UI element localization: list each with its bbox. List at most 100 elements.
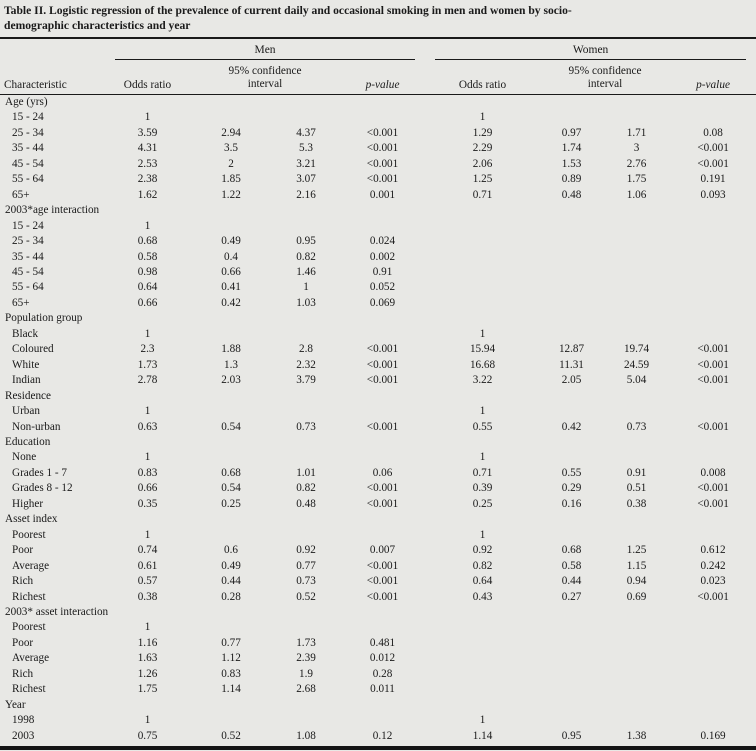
- women-ci-low: 0.16: [561, 497, 582, 510]
- women-odds-ratio: 3.22: [472, 374, 493, 387]
- data-row: Non-urban 0.63 0.54 0.73 <0.001 0.55 0.42 0.73 <…: [0, 420, 756, 435]
- men-p-value: <0.001: [366, 575, 399, 588]
- women-p-value: 0.191: [700, 173, 726, 186]
- section-label: 2003* asset interaction: [5, 605, 109, 618]
- data-row: Urban 1 1: [0, 404, 756, 419]
- data-row: 35 - 44 4.31 3.5 5.3 <0.001 2.29 1.74 3 <0.001: [0, 141, 756, 156]
- col-header-confidence-interval-women: 95% confidence interval: [540, 60, 671, 95]
- women-p-value: [670, 110, 756, 125]
- data-row: 35 - 44 0.58 0.4 0.82 0.002: [0, 250, 756, 265]
- men-ci-high: 1.03: [296, 296, 316, 309]
- men-ci-high: [272, 620, 340, 635]
- men-odds-ratio: 3.59: [137, 126, 158, 139]
- men-p-value: <0.001: [366, 482, 399, 495]
- women-p-value: <0.001: [697, 374, 729, 387]
- women-odds-ratio: 16.68: [469, 358, 496, 371]
- data-row: Poorest 1: [0, 620, 756, 635]
- data-row: Average 1.63 1.12 2.39 0.012: [0, 651, 756, 666]
- section-header-row: Asset index: [0, 512, 756, 527]
- data-row: White 1.73 1.3 2.32 <0.001 16.68 11.31 24.59 <0.…: [0, 358, 756, 373]
- men-ci-low: 1.85: [221, 173, 241, 186]
- row-label: Poorest: [12, 621, 46, 634]
- women-odds-ratio: 0.39: [472, 482, 493, 495]
- men-ci-high: 3.79: [296, 374, 316, 387]
- men-odds-ratio: 1.75: [137, 683, 158, 696]
- men-ci-low: 0.52: [221, 729, 241, 742]
- group-header-men-cell: Men: [105, 39, 425, 60]
- women-odds-ratio: [425, 667, 540, 682]
- men-ci-low: 0.44: [221, 575, 241, 588]
- row-label: Rich: [12, 575, 34, 588]
- men-ci-low: [190, 404, 272, 419]
- men-odds-ratio: 0.66: [137, 296, 158, 309]
- women-odds-ratio: [425, 219, 540, 234]
- women-p-value: [670, 296, 756, 311]
- men-ci-high: 4.37: [296, 126, 316, 139]
- group-header-spacer: [0, 39, 105, 60]
- women-ci-low: 0.97: [561, 126, 582, 139]
- women-odds-ratio: [425, 265, 540, 280]
- men-odds-ratio: 0.35: [137, 497, 158, 510]
- men-p-value: [340, 404, 425, 419]
- row-label: 35 - 44: [12, 142, 44, 155]
- men-ci-low: 0.4: [224, 250, 238, 263]
- women-odds-ratio: 1: [479, 714, 486, 727]
- women-ci-high: [603, 219, 670, 234]
- men-ci-low: 1.22: [221, 188, 241, 201]
- group-header-row: Men Women: [0, 39, 756, 60]
- women-odds-ratio: 0.92: [472, 544, 493, 557]
- group-header-men: Men: [115, 44, 416, 60]
- section-label: Age (yrs): [5, 96, 48, 108]
- men-ci-low: 0.54: [221, 482, 241, 495]
- women-ci-high: [603, 234, 670, 249]
- col-header-p-value-men: p-value: [340, 60, 426, 95]
- women-p-value: [670, 636, 756, 651]
- data-row: Grades 1 - 7 0.83 0.68 1.01 0.06 0.71 0.55 0.91…: [0, 466, 756, 481]
- women-p-value: [670, 620, 756, 635]
- women-ci-low: [540, 620, 603, 635]
- women-odds-ratio: 1: [479, 327, 486, 340]
- men-ci-high: 1: [303, 281, 309, 294]
- regression-table: Men Women Characteristic Odds ratio 95% …: [0, 39, 756, 744]
- men-ci-low: 0.66: [221, 265, 241, 278]
- row-label: 2003: [12, 729, 35, 742]
- women-ci-high: [603, 620, 670, 635]
- men-odds-ratio: 0.58: [137, 250, 158, 263]
- p-value-label-women: p-value: [696, 79, 730, 91]
- men-odds-ratio: 2.53: [137, 157, 158, 170]
- row-label: Grades 1 - 7: [12, 466, 67, 479]
- women-ci-low: 0.48: [561, 188, 582, 201]
- data-row: Poorest 1 1: [0, 528, 756, 543]
- men-ci-high: 3.21: [296, 157, 316, 170]
- men-ci-high: [272, 404, 340, 419]
- women-odds-ratio: 1: [479, 111, 486, 124]
- men-ci-high: [272, 219, 340, 234]
- women-ci-low: 1.53: [561, 157, 582, 170]
- section-label: Residence: [5, 389, 51, 402]
- men-ci-low: 0.83: [221, 667, 241, 680]
- men-odds-ratio: 0.66: [137, 482, 158, 495]
- men-ci-low: 2: [228, 157, 234, 170]
- data-row: Poor 1.16 0.77 1.73 0.481: [0, 636, 756, 651]
- men-p-value: <0.001: [366, 126, 399, 139]
- men-p-value: <0.001: [366, 157, 399, 170]
- women-p-value: [670, 528, 756, 543]
- women-ci-low: 0.42: [561, 420, 582, 433]
- women-ci-high: [603, 667, 670, 682]
- women-ci-high: [603, 450, 670, 465]
- men-p-value: [340, 528, 425, 543]
- women-ci-high: 0.69: [626, 590, 647, 603]
- men-p-value: 0.011: [370, 683, 395, 696]
- men-ci-high: 1.46: [296, 265, 316, 278]
- women-odds-ratio: [425, 682, 540, 697]
- women-ci-high: 19.74: [623, 343, 650, 356]
- men-odds-ratio: 2.78: [137, 374, 158, 387]
- men-p-value: 0.002: [369, 250, 396, 263]
- women-p-value: <0.001: [697, 420, 729, 433]
- row-label: Urban: [12, 405, 40, 418]
- women-ci-low: [540, 713, 603, 728]
- women-ci-high: [603, 713, 670, 728]
- row-label: 35 - 44: [12, 250, 44, 263]
- men-ci-high: 2.16: [296, 188, 316, 201]
- men-ci-high: 0.95: [296, 235, 316, 248]
